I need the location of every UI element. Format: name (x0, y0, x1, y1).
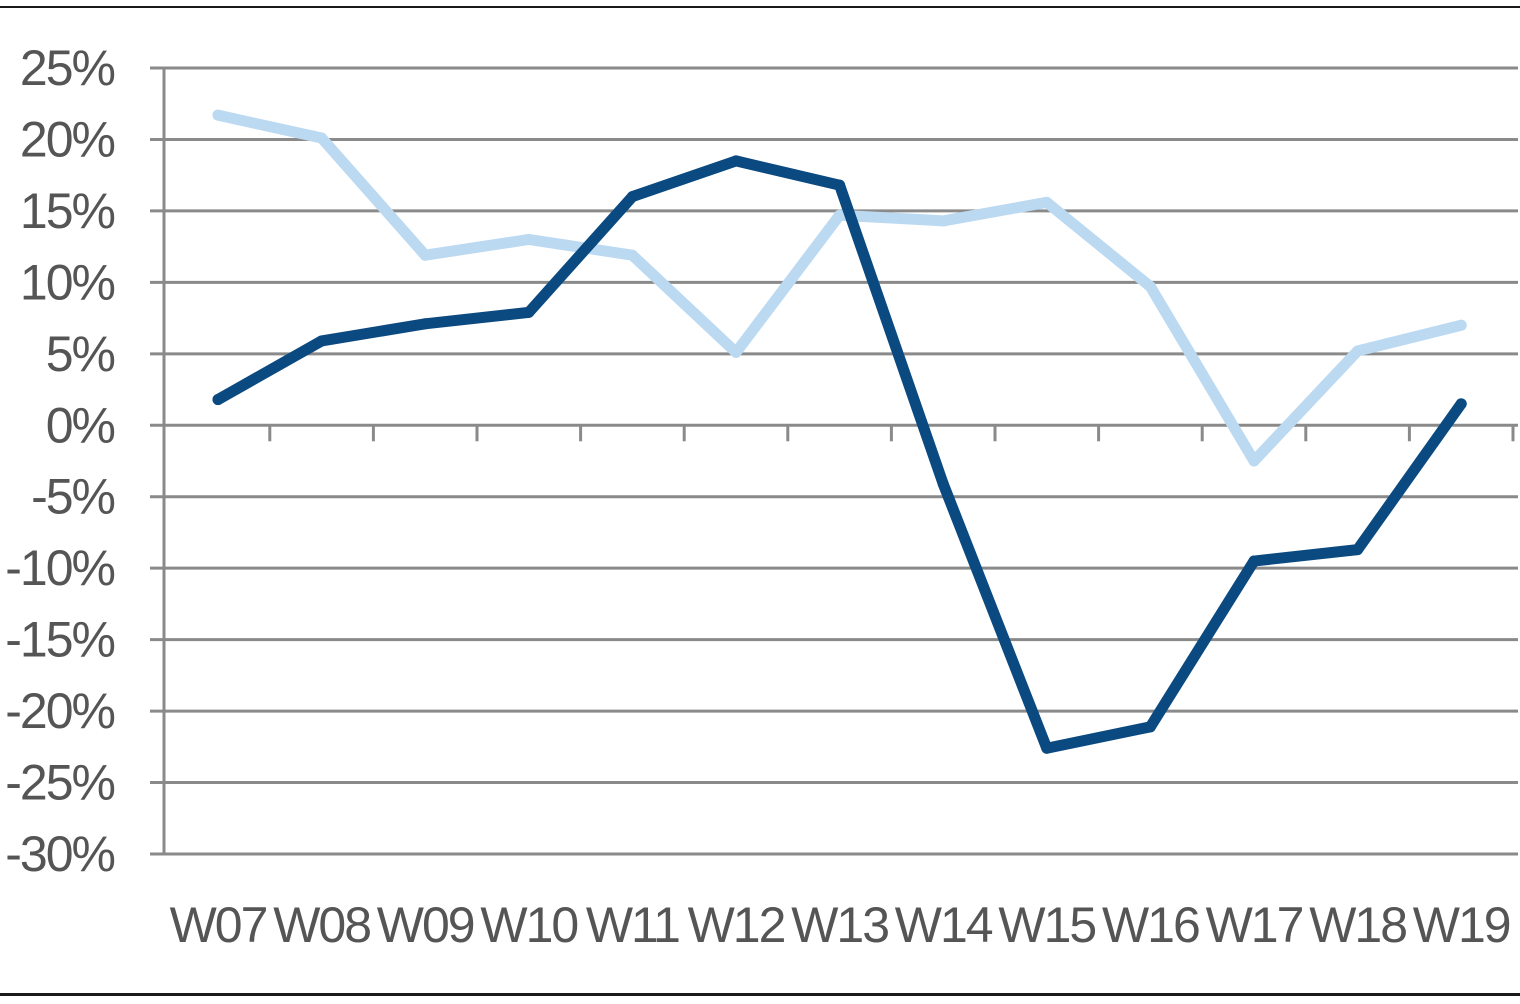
dark-series-point (1041, 742, 1053, 754)
y-tick-label: -15% (5, 612, 114, 668)
dark-series-point (1248, 555, 1260, 567)
light-series-point (1248, 455, 1260, 467)
light-series-point (1455, 319, 1467, 331)
series (212, 109, 1467, 754)
x-tick-label: W18 (1309, 897, 1406, 953)
dark-series-point (937, 478, 949, 490)
gridlines (150, 66, 1518, 856)
light-series-point (419, 249, 431, 261)
light-series-point (1144, 281, 1156, 293)
light-series-point (316, 132, 328, 144)
axes (162, 68, 1515, 854)
light-series-point (730, 346, 742, 358)
y-tick-label: 20% (20, 111, 115, 167)
frame-bottom-border (0, 993, 1520, 996)
dark-series-point (1144, 721, 1156, 733)
y-tick-label: -5% (31, 469, 114, 525)
dark-series-point (1455, 398, 1467, 410)
y-axis-tick-labels: 25% 20% 15% 10% 5% 0% -5% -10% -15% -20% -25% -30% (5, 40, 116, 882)
x-tick-label: W14 (895, 897, 993, 953)
x-tick-label: W09 (377, 897, 474, 953)
y-tick-label: 5% (46, 326, 115, 382)
y-tick-label: 0% (46, 397, 115, 453)
dark-series-point (316, 335, 328, 347)
x-tick-label: W15 (998, 897, 1095, 953)
y-tick-label: -10% (5, 540, 114, 596)
y-tick-label: 15% (20, 183, 115, 239)
frame-top-border (0, 6, 1520, 8)
x-tick-label: W07 (170, 897, 267, 953)
light-series-point (523, 233, 535, 245)
light-series-point (937, 215, 949, 227)
dark-series-point (212, 394, 224, 406)
x-tick-label: W17 (1206, 897, 1303, 953)
light-series-point (212, 109, 224, 121)
dark-series-point (419, 318, 431, 330)
light-series-point (1041, 196, 1053, 208)
dark-series-point (523, 306, 535, 318)
x-tick-label: W13 (791, 897, 888, 953)
dark-series-point (730, 155, 742, 167)
light-series-line (212, 109, 1467, 467)
dark-series-line (212, 155, 1467, 754)
x-tick-label: W10 (480, 897, 577, 953)
light-series-point (834, 209, 846, 221)
y-tick-label: -25% (5, 755, 114, 811)
y-tick-label: -30% (5, 826, 114, 882)
y-tick-label: 25% (20, 40, 115, 96)
x-tick-label: W08 (273, 897, 370, 953)
x-tick-label: W12 (688, 897, 785, 953)
light-series-point (1352, 345, 1364, 357)
x-tick-label: W19 (1413, 897, 1510, 953)
y-tick-label: 10% (20, 254, 115, 310)
x-tick-label: W16 (1102, 897, 1199, 953)
dark-series-point (834, 179, 846, 191)
dark-series-point (626, 191, 638, 203)
dark-series-point (1352, 544, 1364, 556)
x-axis-tick-labels: W07 W08 W09 W10 W11 W12 W13 W14 W15 W16 W17 W18 W19 (170, 897, 1512, 953)
y-tick-label: -20% (5, 683, 114, 739)
x-tick-label: W11 (586, 897, 679, 953)
light-series-point (626, 249, 638, 261)
